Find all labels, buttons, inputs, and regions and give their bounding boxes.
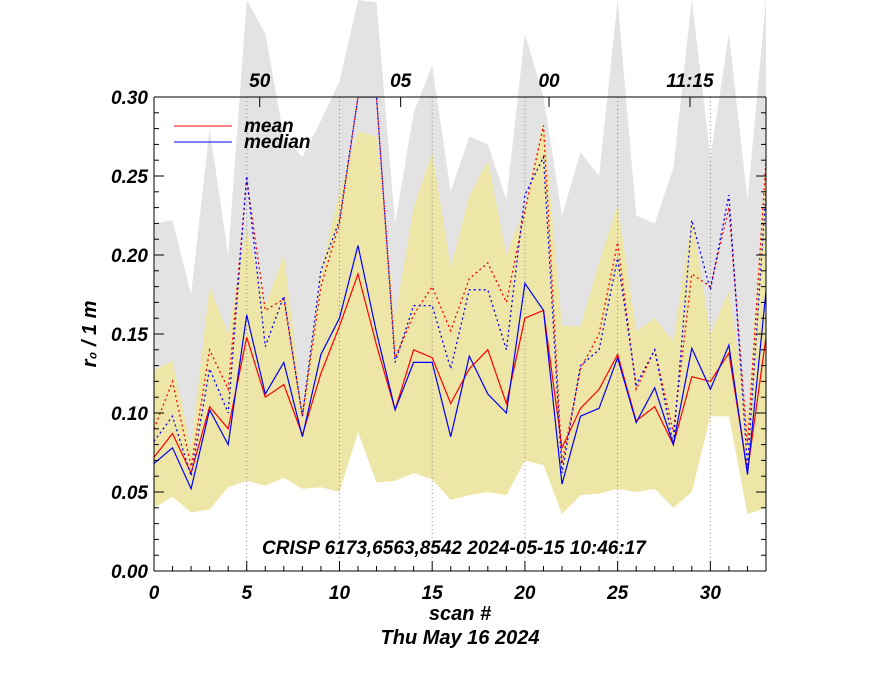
legend-mean-label: mean xyxy=(244,116,294,137)
x-tick-label-25: 25 xyxy=(606,583,629,604)
dataset-annotation: CRISP 6173,6563,8542 2024-05-15 10:46:17 xyxy=(262,538,647,559)
y-tick-label-0.15: 0.15 xyxy=(111,325,148,346)
y-tick-label-0.05: 0.05 xyxy=(111,483,148,504)
x-tick-label-5: 5 xyxy=(241,583,252,604)
y-tick-label-0.10: 0.10 xyxy=(111,404,148,425)
x-tick-label-30: 30 xyxy=(700,583,722,604)
legend-median-label: median xyxy=(244,132,311,153)
top-axis-label-2: 00 xyxy=(538,71,560,92)
series-line-median xyxy=(154,245,766,491)
axes-layer: 0.000.050.100.150.200.250.300 5 10 15 20 25 30… xyxy=(111,71,767,604)
top-axis-label-0: 50 xyxy=(249,71,271,92)
date-label: Thu May 16 2024 xyxy=(381,627,540,649)
x-tick-label-15: 15 xyxy=(422,583,444,604)
x-tick-label-0: 0 xyxy=(149,583,160,604)
grid-layer xyxy=(246,97,711,571)
y-tick-label-0.20: 0.20 xyxy=(111,246,148,267)
y-axis-label: r₀ / 1 m xyxy=(79,301,101,368)
series-line-mean xyxy=(154,271,766,475)
top-axis-label-1: 05 xyxy=(390,71,412,92)
top-axis-label-3: 11:15 xyxy=(666,71,714,92)
x-tick-label-10: 10 xyxy=(329,583,351,604)
y-tick-label-0.25: 0.25 xyxy=(111,167,148,188)
x-axis-label: scan # xyxy=(429,603,492,625)
y-tick-label-0.00: 0.00 xyxy=(111,562,148,583)
x-tick-label-20: 20 xyxy=(513,583,536,604)
series-line-median-dotted xyxy=(154,97,766,477)
series-layer xyxy=(154,97,766,491)
y-tick-label-0.30: 0.30 xyxy=(111,88,148,109)
legend: mean median xyxy=(174,116,311,153)
